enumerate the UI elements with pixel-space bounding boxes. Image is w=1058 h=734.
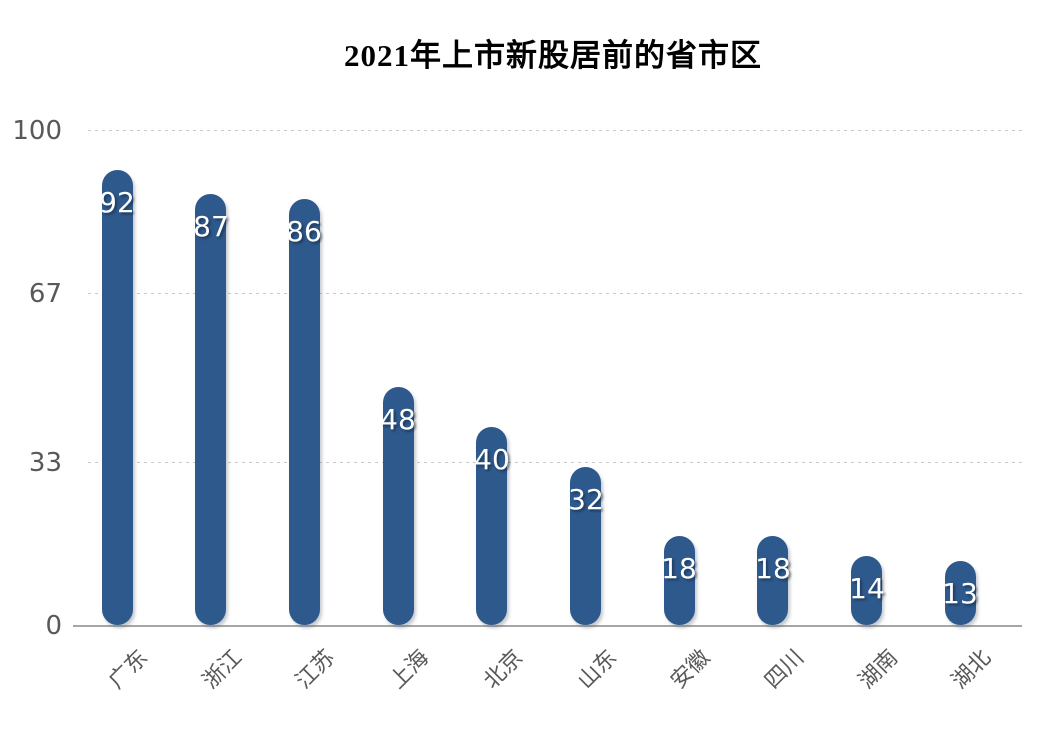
bar-value-label: 48 xyxy=(380,403,416,436)
y-axis-tick-label: 100 xyxy=(12,116,62,146)
bar-value-label: 18 xyxy=(661,552,697,585)
bar-value-label: 14 xyxy=(849,572,885,605)
bar-山东 xyxy=(570,467,601,625)
bar-value-label: 18 xyxy=(755,552,791,585)
x-axis-tick-label: 广东 xyxy=(104,645,154,695)
y-axis-tick-label: 0 xyxy=(45,611,62,641)
y-axis-tick-label: 33 xyxy=(28,448,62,478)
gridline-67 xyxy=(88,293,1022,294)
x-axis-line xyxy=(73,625,1022,627)
x-axis-tick-label: 湖南 xyxy=(854,645,904,695)
bar-浙江 xyxy=(195,194,226,625)
bar-广东 xyxy=(102,170,133,625)
bar-value-label: 87 xyxy=(193,210,229,243)
gridline-33 xyxy=(88,462,1022,463)
bar-value-label: 40 xyxy=(474,443,510,476)
x-axis-tick-label: 山东 xyxy=(573,645,623,695)
bar-四川 xyxy=(757,536,788,625)
bar-湖北 xyxy=(945,561,976,625)
bar-安徽 xyxy=(664,536,695,625)
bar-value-label: 86 xyxy=(286,215,322,248)
bar-江苏 xyxy=(289,199,320,625)
x-axis-tick-label: 江苏 xyxy=(291,645,341,695)
x-axis-tick-label: 安徽 xyxy=(666,645,716,695)
gridline-100 xyxy=(88,130,1022,131)
chart-title: 2021年上市新股居前的省市区 xyxy=(344,38,762,73)
bar-上海 xyxy=(383,387,414,625)
y-axis-tick-label: 67 xyxy=(28,279,62,309)
x-axis-tick-label: 上海 xyxy=(385,645,435,695)
x-axis-tick-label: 北京 xyxy=(479,645,529,695)
x-axis-tick-label: 四川 xyxy=(760,645,810,695)
bar-湖南 xyxy=(851,556,882,625)
bar-北京 xyxy=(476,427,507,625)
bar-value-label: 13 xyxy=(942,577,978,610)
x-axis-tick-label: 湖北 xyxy=(947,645,997,695)
bar-value-label: 92 xyxy=(99,186,135,219)
x-axis-tick-label: 浙江 xyxy=(198,645,248,695)
bar-value-label: 32 xyxy=(568,483,604,516)
